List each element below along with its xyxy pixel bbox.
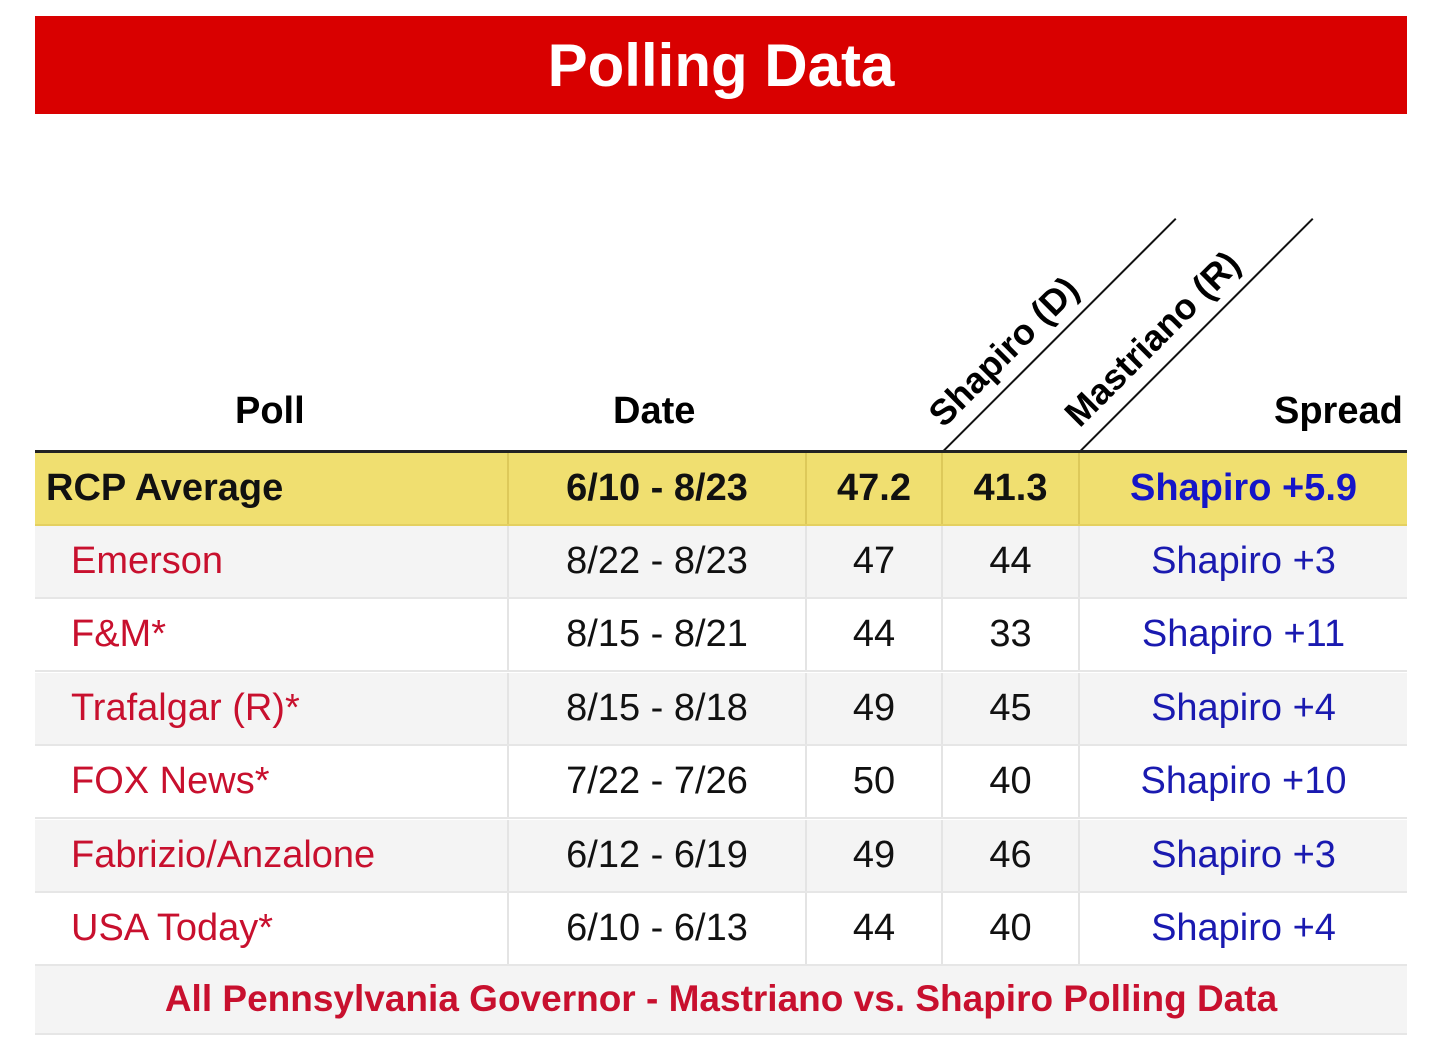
shapiro-value: 49 xyxy=(805,820,941,891)
poll-date: 7/22 - 7/26 xyxy=(507,746,805,817)
mastriano-value: 33 xyxy=(941,599,1078,670)
shapiro-value: 47 xyxy=(805,526,941,597)
column-header-spread: Spread xyxy=(1274,390,1403,432)
poll-link[interactable]: USA Today* xyxy=(71,907,274,949)
spread-value: Shapiro +4 xyxy=(1078,893,1407,964)
shapiro-value: 44 xyxy=(805,893,941,964)
mastriano-value: 40 xyxy=(941,893,1078,964)
spread-value: Shapiro +11 xyxy=(1078,599,1407,670)
shapiro-value: 49 xyxy=(805,673,941,744)
header-rule xyxy=(35,450,1407,453)
column-header-date: Date xyxy=(613,390,696,432)
all-polls-link[interactable]: All Pennsylvania Governor - Mastriano vs… xyxy=(35,966,1407,1035)
poll-link[interactable]: Emerson xyxy=(71,540,224,582)
table-row: Emerson 8/22 - 8/23 47 44 Shapiro +3 xyxy=(35,526,1407,599)
table-row: USA Today* 6/10 - 6/13 44 40 Shapiro +4 xyxy=(35,893,1407,966)
poll-date: 8/15 - 8/18 xyxy=(507,673,805,744)
table-row: FOX News* 7/22 - 7/26 50 40 Shapiro +10 xyxy=(35,746,1407,819)
column-header-poll: Poll xyxy=(235,390,305,432)
shapiro-value: 47.2 xyxy=(805,453,941,524)
spread-value: Shapiro +10 xyxy=(1078,746,1407,817)
table-row: Trafalgar (R)* 8/15 - 8/18 49 45 Shapiro +4 xyxy=(35,673,1407,746)
poll-link[interactable]: Trafalgar (R)* xyxy=(71,687,300,729)
table-row: F&M* 8/15 - 8/21 44 33 Shapiro +11 xyxy=(35,599,1407,672)
poll-link[interactable]: FOX News* xyxy=(71,760,270,802)
poll-link[interactable]: Fabrizio/Anzalone xyxy=(71,834,376,876)
spread-value: Shapiro +5.9 xyxy=(1078,453,1407,524)
rcp-average-row: RCP Average 6/10 - 8/23 47.2 41.3 Shapir… xyxy=(35,453,1407,526)
column-header-mastriano: Mastriano (R) xyxy=(1056,242,1248,435)
poll-date: 8/22 - 8/23 xyxy=(507,526,805,597)
mastriano-value: 40 xyxy=(941,746,1078,817)
shapiro-value: 44 xyxy=(805,599,941,670)
spread-value: Shapiro +4 xyxy=(1078,673,1407,744)
shapiro-value: 50 xyxy=(805,746,941,817)
spread-value: Shapiro +3 xyxy=(1078,526,1407,597)
mastriano-value: 46 xyxy=(941,820,1078,891)
poll-date: 6/10 - 8/23 xyxy=(507,453,805,524)
spread-value: Shapiro +3 xyxy=(1078,820,1407,891)
page-title: Polling Data xyxy=(35,16,1407,114)
poll-link[interactable]: F&M* xyxy=(71,613,166,655)
mastriano-value: 41.3 xyxy=(941,453,1078,524)
table-row: Fabrizio/Anzalone 6/12 - 6/19 49 46 Shapiro … xyxy=(35,820,1407,893)
mastriano-value: 45 xyxy=(941,673,1078,744)
mastriano-value: 44 xyxy=(941,526,1078,597)
poll-name: RCP Average xyxy=(46,467,284,509)
poll-date: 8/15 - 8/21 xyxy=(507,599,805,670)
poll-date: 6/10 - 6/13 xyxy=(507,893,805,964)
poll-date: 6/12 - 6/19 xyxy=(507,820,805,891)
